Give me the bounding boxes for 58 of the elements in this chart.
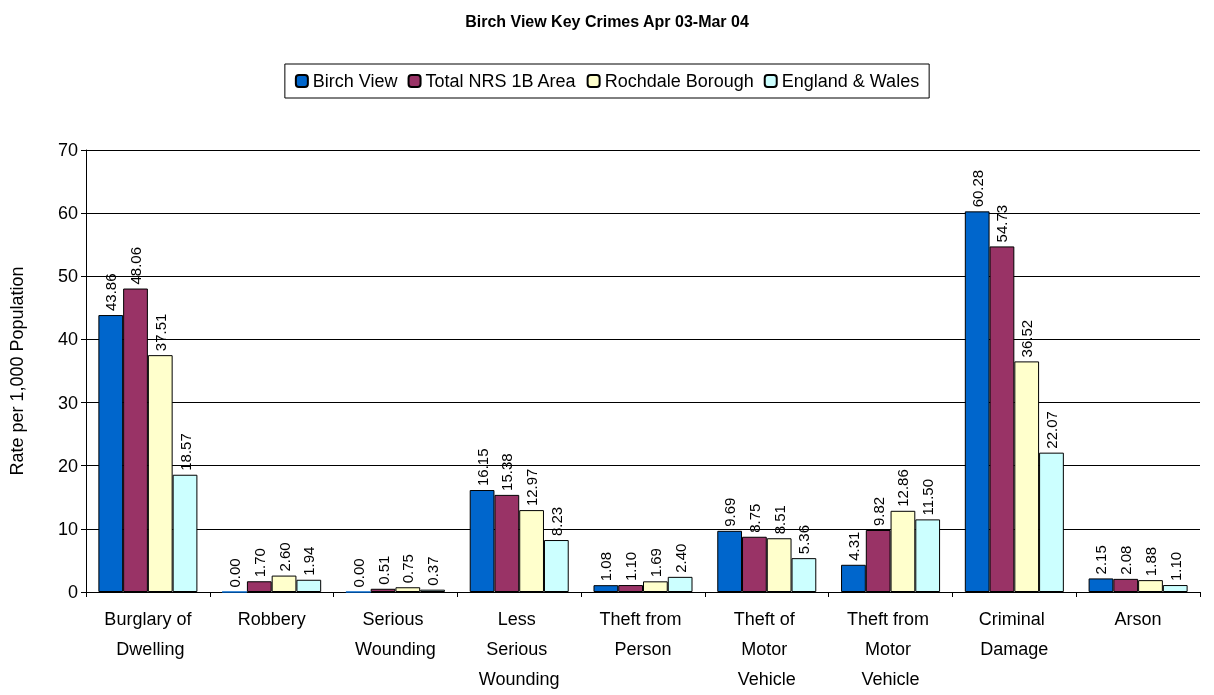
legend-label: England & Wales: [781, 71, 920, 91]
y-tick-label: 0: [67, 582, 78, 602]
data-label: 12.97: [523, 468, 541, 507]
data-label: 22.07: [1042, 411, 1060, 449]
data-label: 1.10: [622, 551, 640, 582]
data-label: 0.75: [399, 554, 417, 584]
data-label: 8.75: [745, 503, 763, 533]
legend-label: Birch View: [312, 71, 399, 91]
data-label: 4.31: [844, 531, 862, 561]
x-tick-label: Theft of Motor Vehicle: [733, 609, 800, 689]
data-label: 54.73: [993, 204, 1011, 243]
data-label: 36.52: [1018, 319, 1036, 358]
data-label: 5.36: [795, 524, 813, 555]
data-label: 1.69: [646, 548, 664, 578]
y-tick-label: 30: [57, 392, 78, 413]
data-label: 1.70: [250, 548, 268, 578]
x-tick-label: Burglary of Dwelling: [104, 609, 193, 659]
data-label: 2.60: [275, 542, 293, 572]
data-label: 48.06: [127, 246, 145, 285]
x-tick-label: Theft from Person: [599, 609, 687, 659]
data-label: 18.57: [176, 433, 194, 471]
data-label: 37.51: [151, 313, 169, 352]
x-tick-label: Robbery: [237, 609, 306, 629]
data-label: 15.38: [498, 453, 516, 491]
y-tick-label: 40: [57, 329, 78, 350]
y-tick-label: 20: [57, 455, 78, 476]
data-label: 9.82: [869, 496, 887, 526]
x-tick-label: Less Serious Wounding: [478, 609, 560, 689]
x-tick-label: Criminal Damage: [978, 609, 1050, 659]
data-label: 2.08: [1117, 545, 1135, 575]
data-label: 16.15: [473, 448, 491, 487]
data-label: 0.00: [349, 558, 367, 588]
data-label: 0.37: [424, 556, 442, 586]
data-label: 1.08: [597, 551, 615, 582]
data-label: 2.40: [671, 543, 689, 573]
y-tick-label: 50: [57, 266, 78, 287]
data-label: 9.69: [721, 497, 739, 527]
data-label: 43.86: [102, 273, 120, 312]
data-label: 60.28: [968, 169, 986, 208]
data-label: 1.88: [1141, 546, 1159, 577]
data-label: 0.00: [226, 558, 244, 588]
x-tick-label: Serious Wounding: [355, 609, 436, 659]
data-label: 0.51: [374, 555, 392, 585]
chart-title: Birch View Key Crimes Apr 03-Mar 04: [465, 12, 749, 30]
y-tick-label: 70: [57, 140, 78, 160]
legend-label: Total NRS 1B Area: [425, 71, 577, 91]
data-label: 8.51: [770, 505, 788, 535]
data-label: 12.86: [894, 469, 912, 507]
data-label: 1.94: [300, 546, 318, 576]
data-label: 1.10: [1166, 551, 1184, 582]
data-label: 2.15: [1092, 545, 1110, 575]
legend-label: Rochdale Borough: [604, 71, 754, 91]
y-tick-label: 60: [57, 203, 78, 224]
x-tick-label: Arson: [1114, 609, 1162, 629]
y-tick-label: 10: [57, 518, 78, 539]
x-tick-label: Theft from Motor Vehicle: [847, 609, 935, 689]
data-label: 11.50: [919, 478, 937, 516]
y-axis-title: Rate per 1,000 Population: [7, 266, 27, 476]
